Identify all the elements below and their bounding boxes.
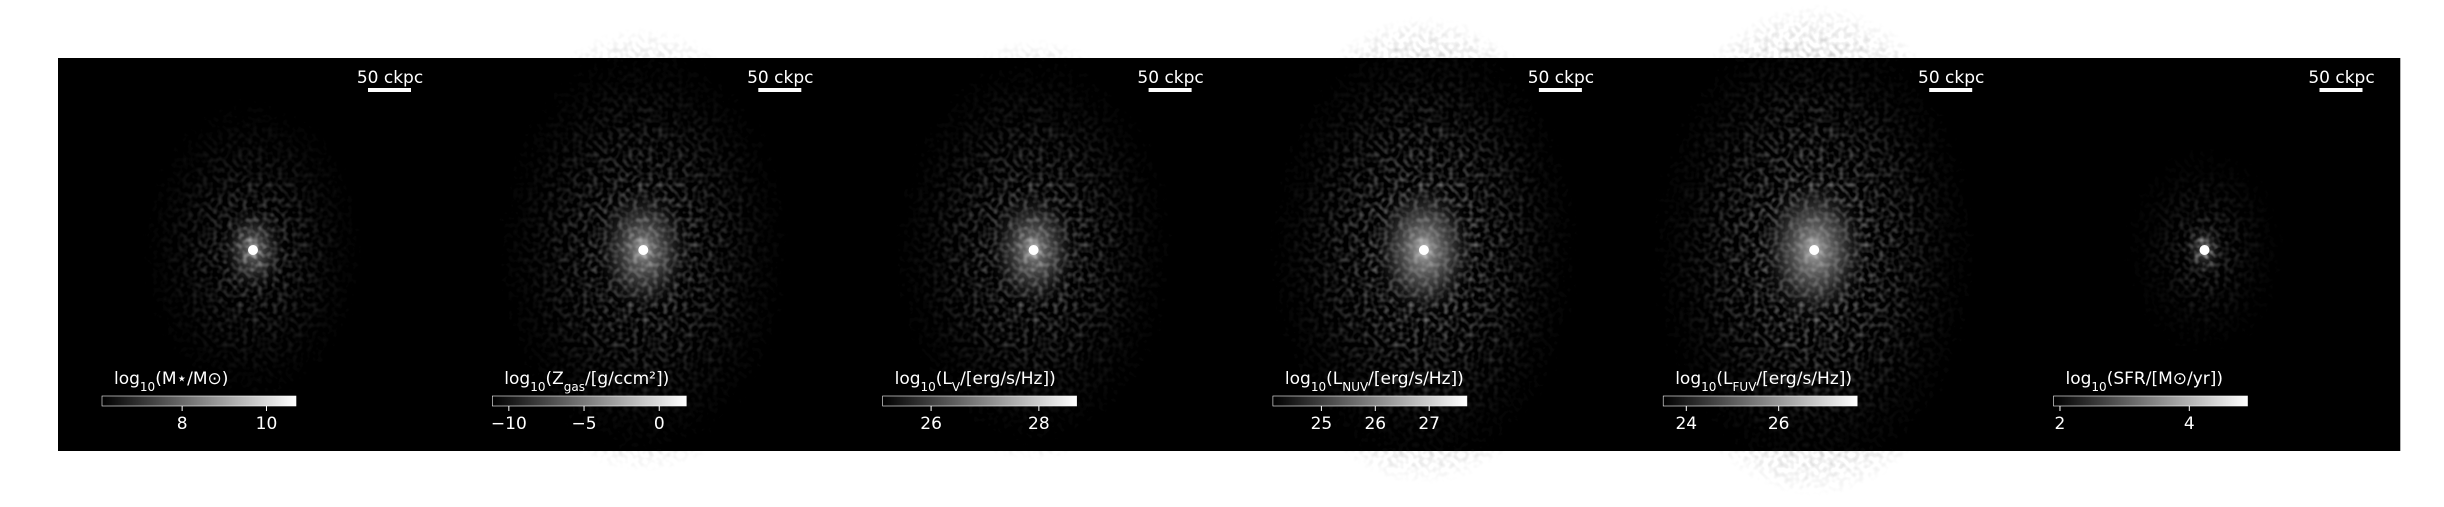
- label-part: (L: [936, 369, 953, 389]
- label-part: log: [2066, 369, 2092, 389]
- label-part: (Z: [546, 369, 564, 389]
- label-part: /[g/ccm²]): [585, 369, 669, 389]
- label-part: NUV: [1342, 380, 1369, 394]
- colorbar: [1272, 395, 1468, 407]
- label-part: log: [1675, 369, 1701, 389]
- label-part: (SFR/[M⊙/yr]): [2107, 369, 2223, 389]
- label-part: (L: [1326, 369, 1343, 389]
- panel: 50 ckpc log10(LV/[erg/s/Hz]) 26 28: [838, 37, 1230, 463]
- label-part: (M⋆/M⊙): [155, 369, 228, 389]
- colorbar-tick-label: −10: [491, 414, 527, 434]
- colorbar-tick-label: 2: [2055, 414, 2066, 434]
- label-part: gas: [564, 380, 585, 394]
- colorbar-tick-label: 10: [256, 414, 278, 434]
- scale-bar-label: 50 ckpc: [1528, 68, 1594, 88]
- panel: 50 ckpc log10(LFUV/[erg/s/Hz]) 24 26: [1619, 3, 2010, 497]
- scale-bar: [758, 88, 802, 92]
- scale-bar-label: 50 ckpc: [1918, 68, 1984, 88]
- galaxy-nucleus: [1809, 245, 1820, 255]
- scale-bar: [1148, 88, 1192, 92]
- scale-bar: [2319, 88, 2363, 92]
- colorbar-tick-label: 25: [1311, 414, 1333, 434]
- scale-bar-label: 50 ckpc: [1137, 68, 1203, 88]
- colorbar: [882, 395, 1077, 407]
- colorbar-tick-label: 27: [1418, 414, 1440, 434]
- label-part: 10: [2091, 380, 2106, 394]
- colorbar: [491, 395, 687, 407]
- scale-bar-label: 50 ckpc: [357, 68, 423, 88]
- panel: 50 ckpc log10(LNUV/[erg/s/Hz]) 25 26 27: [1228, 14, 1620, 486]
- panel: 50 ckpc log10(Zgas/[g/ccm²]) −10 −5 0: [448, 26, 840, 474]
- galaxy-nucleus: [248, 245, 258, 255]
- colorbar-label: log10(LFUV/[erg/s/Hz]): [1675, 369, 1852, 394]
- colorbar: [2053, 395, 2248, 407]
- label-part: 10: [1701, 380, 1716, 394]
- label-part: /[erg/s/Hz]): [960, 369, 1056, 389]
- colorbar-label: log10(LV/[erg/s/Hz]): [895, 369, 1056, 394]
- label-part: (L: [1716, 369, 1733, 389]
- scale-bar: [368, 88, 411, 92]
- label-part: /[erg/s/Hz]): [1368, 369, 1464, 389]
- label-part: 10: [530, 380, 545, 394]
- colorbar-tick-label: 26: [1364, 414, 1386, 434]
- label-part: log: [1285, 369, 1311, 389]
- colorbar-tick-label: 8: [177, 414, 188, 434]
- colorbar-tick-label: 24: [1675, 414, 1697, 434]
- scale-bar-label: 50 ckpc: [747, 68, 813, 88]
- label-part: 10: [1311, 380, 1326, 394]
- scale-bar: [1538, 88, 1582, 92]
- colorbar-label: log10(Zgas/[g/ccm²]): [504, 369, 669, 394]
- colorbar-tick-label: 26: [1768, 414, 1790, 434]
- colorbar-tick-label: 4: [2184, 414, 2195, 434]
- label-part: log: [895, 369, 921, 389]
- label-part: FUV: [1733, 380, 1758, 394]
- colorbar: [101, 395, 297, 407]
- scale-bar: [1929, 88, 1973, 92]
- galaxy-nucleus: [1028, 245, 1039, 255]
- label-part: log: [504, 369, 530, 389]
- colorbar-label: log10(M⋆/M⊙): [114, 369, 228, 394]
- colorbar-tick-label: 26: [920, 414, 942, 434]
- scale-bar-label: 50 ckpc: [2308, 68, 2374, 88]
- galaxy-nucleus: [638, 245, 649, 255]
- label-part: log: [114, 369, 140, 389]
- galaxy-nucleus: [2199, 245, 2210, 255]
- colorbar: [1662, 395, 1858, 407]
- colorbar-tick-label: 28: [1028, 414, 1050, 434]
- colorbar-tick-label: 0: [654, 414, 665, 434]
- colorbar-tick-label: −5: [572, 414, 597, 434]
- label-part: V: [952, 380, 961, 394]
- label-part: 10: [921, 380, 936, 394]
- colorbar-label: log10(LNUV/[erg/s/Hz]): [1285, 369, 1464, 394]
- label-part: 10: [140, 380, 155, 394]
- galaxy-nucleus: [1418, 245, 1429, 255]
- label-part: /[erg/s/Hz]): [1756, 369, 1852, 389]
- colorbar-label: log10(SFR/[M⊙/yr]): [2066, 369, 2224, 394]
